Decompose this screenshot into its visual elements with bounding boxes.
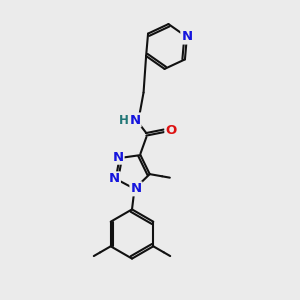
Text: H: H xyxy=(119,113,128,127)
Text: N: N xyxy=(181,31,193,44)
Text: O: O xyxy=(165,124,177,137)
Text: N: N xyxy=(130,182,142,195)
Text: N: N xyxy=(112,151,124,164)
Text: N: N xyxy=(109,172,120,185)
Text: N: N xyxy=(129,113,141,127)
